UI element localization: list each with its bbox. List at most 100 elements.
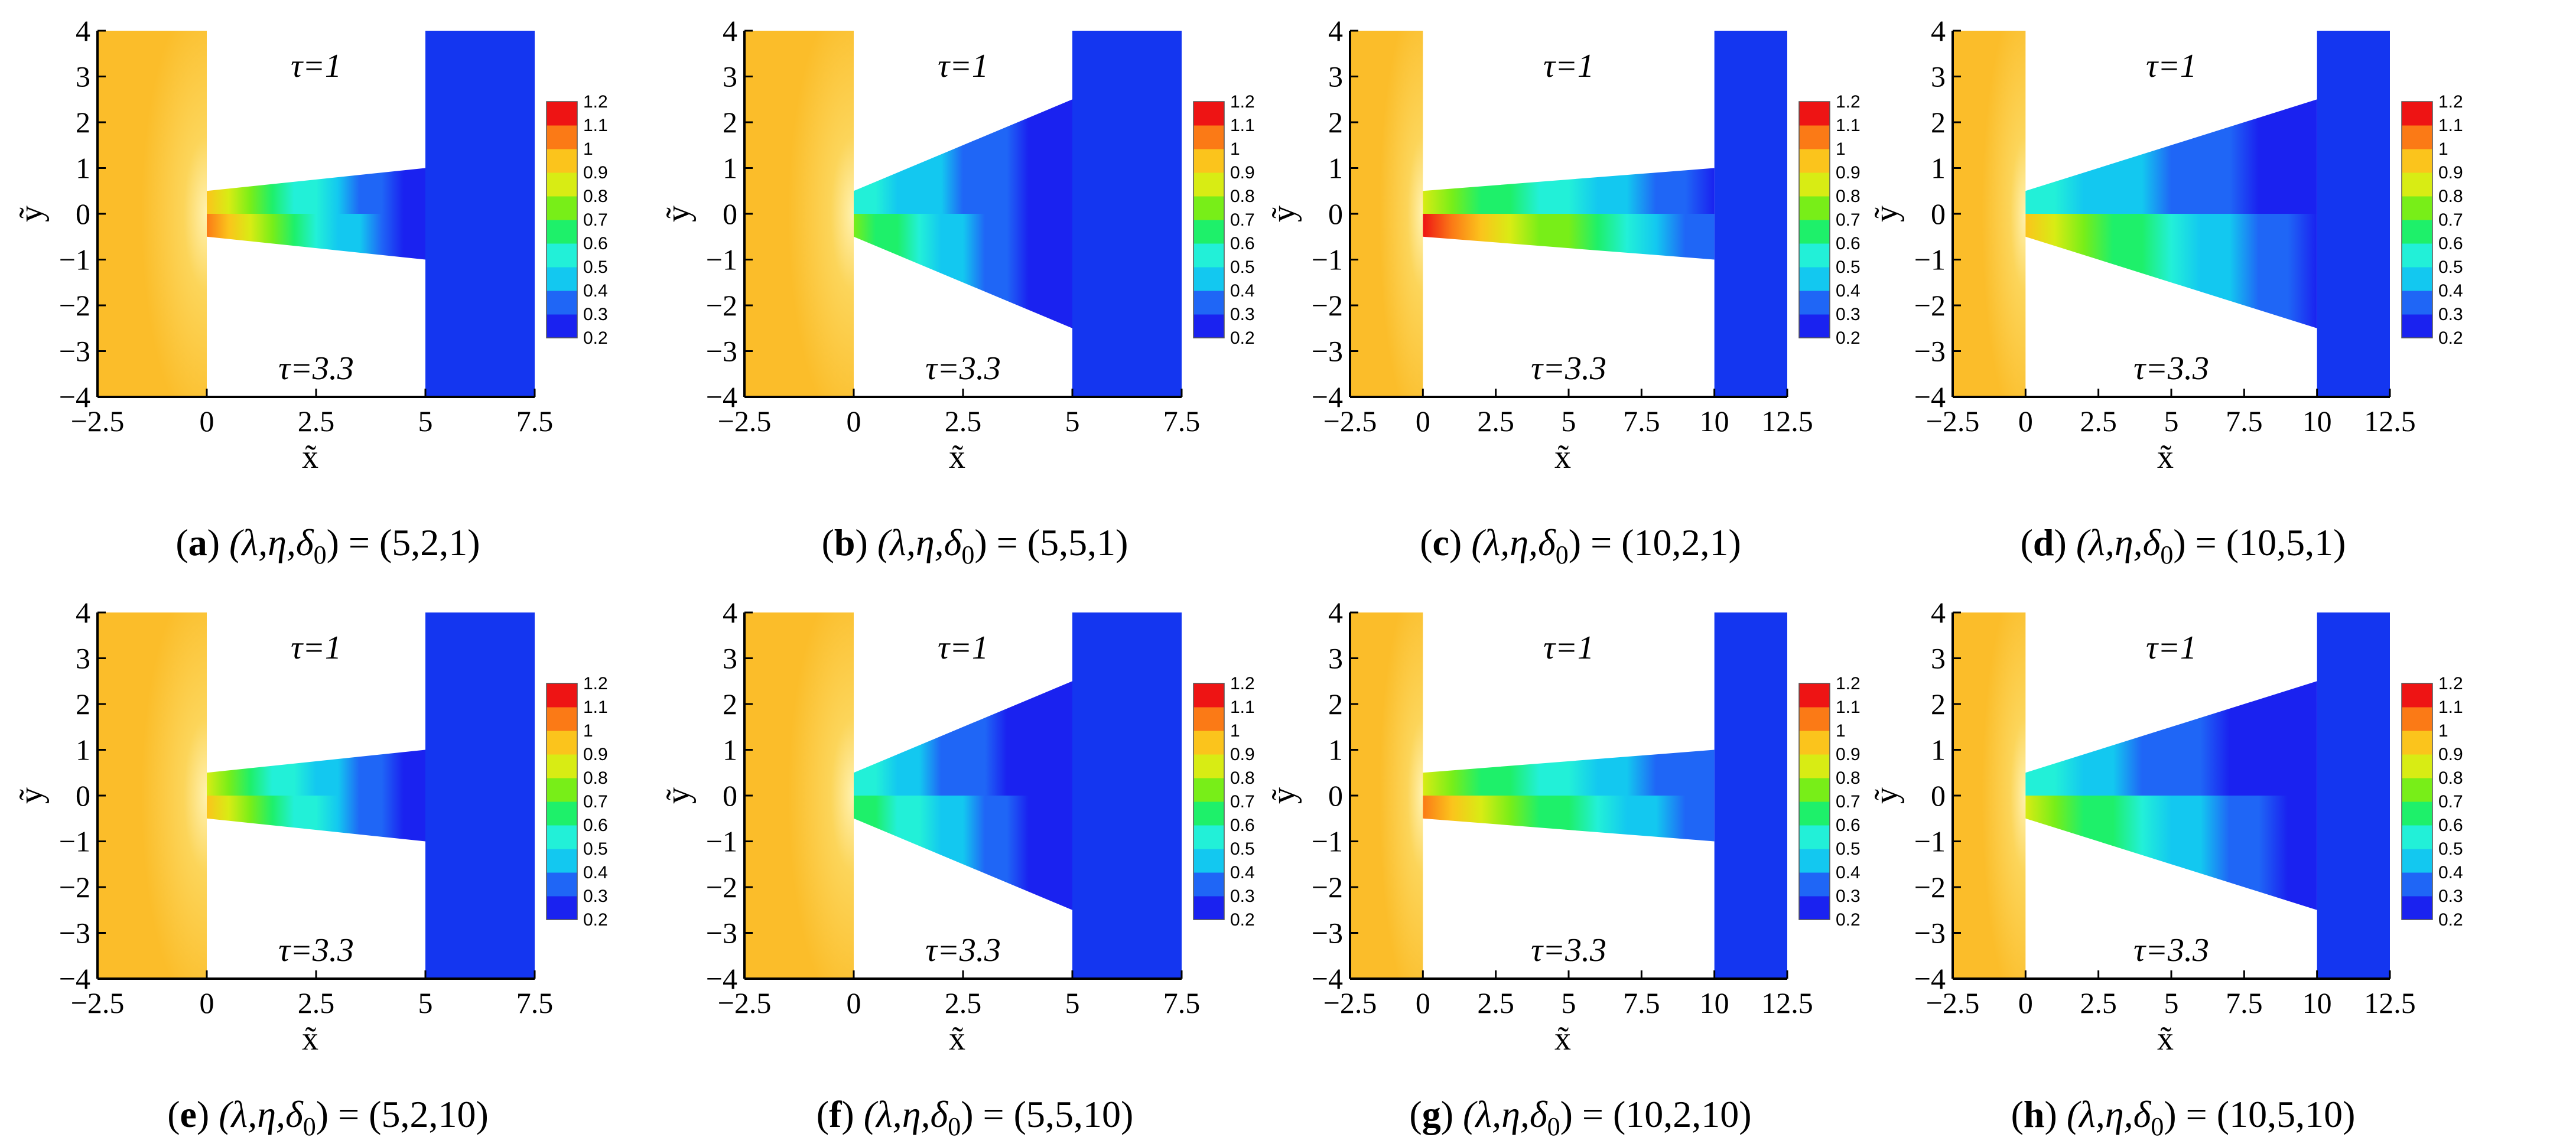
y-tick-label: −1 — [1914, 243, 1946, 276]
colorbar-swatch — [1799, 825, 1830, 849]
caption-values: ) = (10,5,10) — [2164, 1093, 2355, 1135]
x-tick-label: 2.5 — [1477, 405, 1514, 438]
colorbar-swatch — [2402, 849, 2432, 873]
colorbar-frame — [1193, 101, 1225, 338]
colorbar-tick-label: 0.2 — [2438, 910, 2463, 930]
colorbar-tick-label: 0.5 — [1230, 258, 1255, 277]
colorbar-tick-label: 0.6 — [583, 816, 608, 835]
annotation-tau-upper: τ=1 — [1543, 48, 1594, 84]
colorbar-tick-label: 0.5 — [2438, 258, 2463, 277]
y-tick-label: −4 — [59, 380, 90, 413]
channel-upper-mark — [854, 99, 1072, 214]
right-reservoir-mark — [2317, 31, 2390, 397]
colorbar-tick-label: 0.9 — [1836, 163, 1861, 183]
y-tick-label: 0 — [76, 779, 90, 812]
colorbar-tick-label: 0.5 — [1230, 839, 1255, 859]
x-tick-label: −2.5 — [718, 405, 772, 438]
y-tick-label: 0 — [76, 197, 90, 230]
x-axis-label: x̃ — [2157, 1021, 2174, 1057]
x-tick-label: 12.5 — [2364, 986, 2416, 1019]
colorbar-tick-label: 0.7 — [1836, 210, 1861, 230]
channel-lower-mark — [2025, 214, 2317, 328]
colorbar-tick-label: 0.6 — [2438, 816, 2463, 835]
colorbar-swatch — [1799, 196, 1830, 220]
caption-values: ) = (5,5,10) — [961, 1093, 1133, 1135]
x-tick-label: −2.5 — [718, 986, 772, 1019]
left-reservoir-mark — [744, 31, 854, 397]
colorbar-tick-label: 0.5 — [583, 839, 608, 859]
channel-lower-mark — [2025, 796, 2317, 910]
colorbar-swatch — [1193, 125, 1224, 149]
colorbar-tick-label: 1.1 — [1836, 698, 1861, 717]
colorbar-frame — [546, 683, 578, 920]
annotation-tau-upper: τ=1 — [291, 48, 341, 84]
y-tick-label: −3 — [1312, 335, 1343, 368]
colorbar-tick-label: 0.2 — [2438, 328, 2463, 348]
colorbar-swatch — [547, 754, 577, 778]
colorbar-tick-label: 1.2 — [583, 92, 608, 112]
channel-upper-mark — [2025, 99, 2317, 214]
y-tick-label: 2 — [1328, 106, 1343, 139]
channel-upper-mark — [2025, 681, 2317, 796]
x-axis-label: x̃ — [1554, 439, 1571, 475]
caption-values: ) = (10,5,1) — [2173, 522, 2346, 563]
y-axis-label: ỹ — [1868, 206, 1905, 222]
caption-subscript: 0 — [948, 1112, 961, 1141]
x-tick-label: 5 — [2164, 405, 2179, 438]
annotation-tau-lower: τ=3.3 — [278, 932, 354, 969]
y-tick-label: −3 — [706, 335, 737, 368]
caption-subscript: 0 — [314, 540, 327, 569]
colorbar-swatch — [1193, 243, 1224, 268]
y-tick-label: −4 — [1914, 962, 1946, 995]
x-tick-label: 12.5 — [1761, 986, 1813, 1019]
right-reservoir-mark — [425, 31, 535, 397]
y-tick-label: 2 — [1931, 106, 1946, 139]
colorbar-tick-label: 0.5 — [1836, 839, 1861, 859]
colorbar-swatch — [547, 825, 577, 849]
x-tick-label: −2.5 — [71, 405, 125, 438]
colorbar-swatch — [1799, 896, 1830, 920]
annotation-tau-upper: τ=1 — [2146, 48, 2197, 84]
x-tick-label: 5 — [1562, 986, 1576, 1019]
y-tick-label: 1 — [723, 734, 737, 767]
y-tick-label: 4 — [1328, 14, 1343, 47]
caption-values: ) = (5,5,1) — [974, 522, 1128, 563]
colorbar-swatch — [547, 683, 577, 708]
channel-upper-mark — [207, 168, 425, 214]
y-tick-label: 0 — [1931, 779, 1946, 812]
colorbar-tick-label: 0.5 — [583, 258, 608, 277]
colorbar-tick-label: 0.4 — [1836, 863, 1861, 882]
colorbar-tick-label: 0.8 — [583, 768, 608, 788]
x-tick-label: 2.5 — [1477, 986, 1514, 1019]
y-tick-label: 3 — [1328, 60, 1343, 93]
y-tick-label: 1 — [76, 152, 90, 185]
colorbar-tick-label: 0.7 — [2438, 210, 2463, 230]
y-tick-label: −3 — [59, 335, 90, 368]
colorbar-swatch — [547, 314, 577, 338]
colorbar-swatch — [2402, 872, 2432, 897]
colorbar-swatch — [1193, 196, 1224, 220]
y-axis-label: ỹ — [13, 206, 50, 222]
caption-values: ) = (5,2,1) — [327, 522, 480, 563]
colorbar-tick-label: 1.1 — [2438, 116, 2463, 135]
colorbar-swatch — [2402, 220, 2432, 244]
y-tick-label: −4 — [1312, 380, 1343, 413]
colorbar-tick-label: 1 — [583, 721, 593, 741]
panel-b: 4 3 2 1 0 −1 −2 −3 −4−2.5 0 2.5 5 7.5 x̃ ỹ τ=1 τ=3.3 1.2 1… — [660, 14, 1255, 569]
panel-label: b — [834, 522, 856, 563]
caption-values: ) = (10,2,10) — [1560, 1093, 1752, 1135]
x-tick-label: 12.5 — [2364, 405, 2416, 438]
x-tick-label: 10 — [2302, 405, 2332, 438]
colorbar-swatch — [1799, 172, 1830, 197]
right-reservoir-mark — [1072, 612, 1182, 979]
colorbar-swatch — [547, 220, 577, 244]
colorbar-frame — [1798, 101, 1830, 338]
colorbar-swatch — [547, 243, 577, 268]
colorbar-tick-label: 0.8 — [1230, 768, 1255, 788]
colorbar-swatch — [1193, 172, 1224, 197]
y-tick-label: −1 — [59, 825, 90, 858]
colorbar-swatch — [547, 801, 577, 826]
y-tick-label: 4 — [1931, 14, 1946, 47]
y-tick-label: −2 — [59, 289, 90, 322]
colorbar-tick-label: 1.2 — [1230, 674, 1255, 693]
